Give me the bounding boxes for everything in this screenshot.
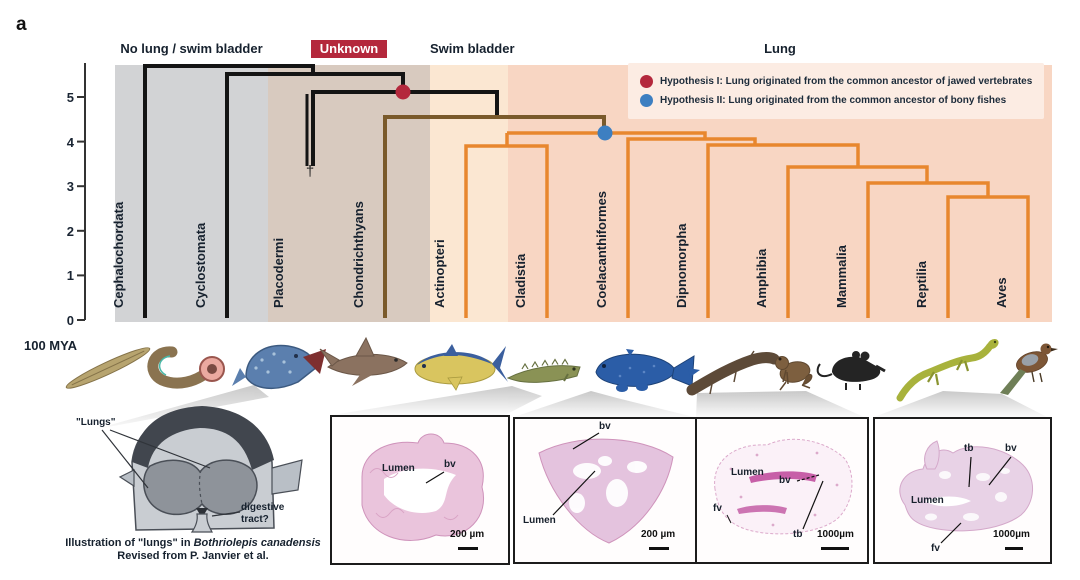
hypothesis-2-dot-icon: [640, 94, 653, 107]
lumen-annotation: Lumen: [523, 515, 556, 526]
fv-annotation: fv: [931, 543, 940, 554]
hypothesis-legend: Hypothesis I: Lung originated from the c…: [628, 63, 1044, 119]
placodermi-extinct-dagger: †: [305, 163, 315, 180]
caption-pre: Illustration of "lungs" in: [65, 537, 194, 549]
placoderm-image: [232, 344, 326, 389]
animal-row: [65, 336, 1058, 402]
histology-image-4: [899, 440, 1033, 544]
scale-bar: [821, 547, 849, 550]
legend-text-hypothesis-2: Hypothesis II: Lung originated from the …: [660, 95, 1007, 106]
lung-swim-branches: [464, 131, 1030, 318]
histology-panel-bichir: Lumen bv 200 µm: [330, 415, 510, 565]
bird-image: [1000, 343, 1058, 395]
callout-wedges: [92, 385, 1047, 430]
caption-species-name: Bothriolepis canadensis: [193, 537, 321, 549]
coelacanth-image: [595, 349, 700, 392]
scale-bar-label: 1000µm: [993, 529, 1030, 540]
fv-annotation: fv: [713, 503, 722, 514]
scale-bar: [458, 547, 478, 550]
axis-unit-label: 100 MYA: [24, 338, 77, 353]
hypothesis-1-node-marker: [395, 84, 411, 100]
mouse-image: [816, 351, 886, 390]
taxon-label-amphibia: Amphibia: [754, 248, 769, 308]
bichir-image: [506, 358, 581, 383]
axis-tick-5: 5: [66, 90, 74, 105]
lungs-label: "Lungs": [76, 417, 116, 428]
illustration-caption: Illustration of "lungs" in Bothriolepis …: [56, 537, 330, 563]
taxon-label-mammalia: Mammalia: [834, 245, 849, 308]
lamprey-image: [147, 346, 225, 389]
taxon-label-placodermi: Placodermi: [271, 237, 286, 308]
zone-header-lung: Lung: [764, 41, 796, 56]
histology-image-3: [714, 438, 853, 535]
axis-tick-2: 2: [66, 224, 74, 239]
amphioxus-image: [65, 347, 151, 389]
legend-item-hypothesis-2: Hypothesis II: Lung originated from the …: [640, 94, 1044, 107]
lumen-annotation: Lumen: [382, 463, 415, 474]
histology-image-2: [538, 432, 674, 544]
phylogenetic-tree: [143, 64, 1030, 318]
bothriolepis-lungs-illustration: [101, 406, 303, 533]
taxon-label-cyclostomata: Cyclostomata: [193, 222, 208, 308]
tb-annotation: tb: [964, 443, 974, 454]
histology-panel-lizard: tb bv Lumen fv 1000µm: [873, 417, 1052, 564]
scale-bar-label: 200 µm: [641, 529, 676, 540]
axis-tick-1: 1: [66, 268, 74, 283]
histology-panel-coelacanth: bv Lumen 200 µm: [513, 417, 699, 564]
shark-image: [319, 336, 408, 386]
lizard-image: [896, 338, 999, 402]
taxon-label-cladistia: Cladistia: [513, 253, 528, 308]
scale-bar-label: 1000µm: [817, 529, 854, 540]
legend-text-hypothesis-1: Hypothesis I: Lung originated from the c…: [660, 76, 1033, 87]
taxon-label-dipnomorpha: Dipnomorpha: [674, 223, 689, 309]
bv-annotation: bv: [1005, 443, 1017, 454]
tuna-image: [414, 344, 508, 391]
bv-annotation: bv: [779, 475, 791, 486]
frog-image: [775, 356, 813, 391]
bv-annotation: bv: [444, 459, 456, 470]
histology-panel-lungfish: Lumen bv fv tb 1000µm: [695, 417, 869, 564]
hypothesis-1-dot-icon: [640, 75, 653, 88]
tb-annotation: tb: [793, 529, 803, 540]
scale-bar: [649, 547, 669, 550]
taxon-label-aves: Aves: [994, 277, 1009, 308]
panel-label: a: [16, 14, 27, 35]
taxon-label-actinopteri: Actinopteri: [432, 239, 447, 308]
histology-image-1: [361, 433, 484, 541]
time-axis: [77, 63, 86, 321]
taxon-label-chondrichthyans: Chondrichthyans: [351, 201, 366, 308]
lumen-annotation: Lumen: [731, 467, 764, 478]
axis-tick-4: 4: [66, 135, 74, 150]
scale-bar: [1005, 547, 1023, 550]
axis-tick-3: 3: [66, 179, 74, 194]
taxon-label-coelacanthiformes: Coelacanthiformes: [594, 190, 609, 308]
legend-item-hypothesis-1: Hypothesis I: Lung originated from the c…: [640, 75, 1044, 88]
lungfish-image: [686, 350, 780, 396]
zone-header-unknown-badge: Unknown: [310, 40, 388, 58]
zone-header-swim-bladder: Swim bladder: [430, 41, 515, 56]
taxon-label-cephalochordata: Cephalochordata: [111, 201, 126, 308]
zone-header-no-lung: No lung / swim bladder: [120, 41, 263, 56]
scale-bar-label: 200 µm: [450, 529, 485, 540]
hypothesis-2-node-marker: [597, 125, 613, 141]
bv-annotation: bv: [599, 421, 611, 432]
taxon-label-reptilia: Reptilia: [914, 261, 929, 308]
chondrichthyan-branch: [383, 115, 606, 318]
digestive-tract-label: digestive tract?: [241, 502, 285, 525]
axis-tick-0: 0: [66, 313, 74, 328]
lumen-annotation: Lumen: [911, 495, 944, 506]
caption-credit: Revised from P. Janvier et al.: [117, 550, 269, 562]
